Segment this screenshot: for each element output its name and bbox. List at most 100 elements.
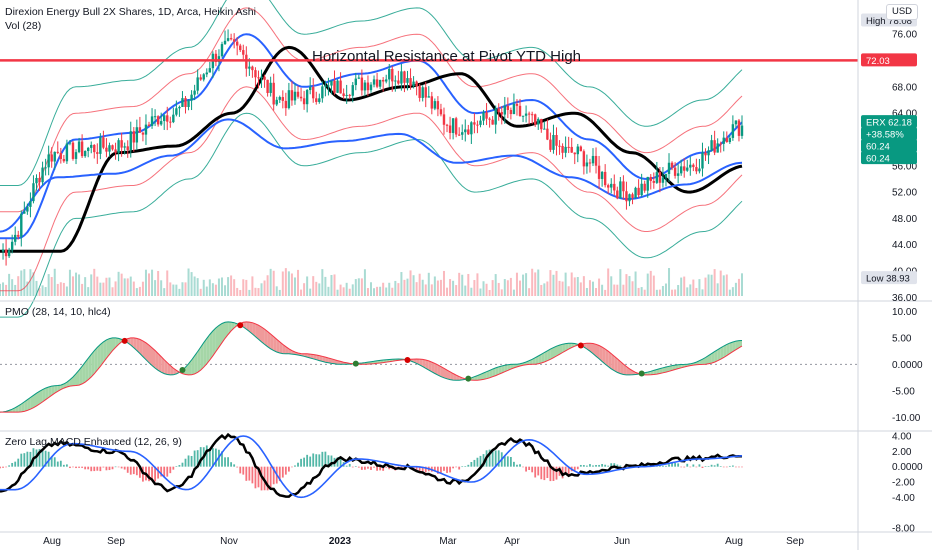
macd-tick-label: 4.00 [892, 432, 912, 443]
volume-bar [78, 274, 81, 296]
macd-histogram-bar [573, 466, 576, 471]
candle-body [47, 154, 50, 168]
pmo-fill [249, 322, 253, 334]
candle-body [318, 98, 321, 102]
volume-bar [373, 288, 376, 296]
macd-histogram-bar [266, 466, 269, 491]
macd-histogram-bar [540, 466, 543, 480]
pmo-fill [66, 379, 70, 387]
resistance-price-tag-bg [861, 53, 917, 67]
time-axis-label: 2023 [329, 536, 352, 547]
candle-body [14, 234, 17, 242]
volume-bar [132, 281, 135, 296]
candle-body [509, 109, 513, 115]
macd-histogram-bar [44, 450, 47, 467]
macd-histogram-bar [461, 466, 464, 468]
candle-body [646, 176, 649, 191]
volume-bar [537, 269, 540, 296]
pmo-fill [729, 342, 733, 354]
pmo-fill [225, 321, 229, 339]
candle-body [159, 121, 163, 125]
candle-body [686, 167, 689, 171]
candle-body [44, 167, 47, 169]
macd-histogram-bar [199, 447, 202, 467]
pmo-pane[interactable] [0, 321, 858, 413]
candle-body [658, 172, 662, 183]
resistance-price-tag: 72.03 [866, 56, 890, 67]
candle-body [445, 124, 449, 126]
macd-histogram-bar [370, 466, 372, 470]
candle-body [610, 183, 613, 188]
pmo-fill [723, 344, 727, 358]
macd-histogram-bar [193, 450, 196, 467]
pmo-fill [705, 355, 709, 365]
pmo-tick-label: 5.00 [892, 333, 912, 344]
pmo-fill [656, 368, 660, 375]
volume-bar [175, 284, 178, 296]
pmo-fill [267, 331, 271, 349]
currency-button[interactable]: USD [886, 4, 918, 20]
macd-histogram-bar [351, 466, 354, 468]
pmo-fill [197, 347, 201, 373]
pmo-fill [498, 366, 502, 375]
candle-body [430, 96, 434, 109]
price-pane[interactable] [0, 0, 858, 318]
time-axis-label: Aug [725, 536, 743, 547]
volume-bar [297, 269, 300, 296]
volume-bar [47, 274, 50, 296]
pmo-fill [611, 353, 615, 371]
candle-body [625, 191, 628, 202]
volume-bar [324, 276, 327, 296]
volume-bar [658, 289, 661, 296]
time-axis-label: Nov [220, 536, 238, 547]
macd-histogram-bar [619, 465, 622, 467]
candle-body [655, 172, 659, 183]
candle-body [287, 90, 291, 109]
pmo-fill [82, 362, 86, 384]
candle-body [561, 145, 564, 153]
volume-bar [570, 272, 573, 296]
macd-histogram-bar [437, 466, 439, 474]
candle-body [567, 146, 570, 148]
volume-bar [318, 283, 321, 296]
macd-histogram-bar [224, 457, 226, 467]
macd-histogram-bar [309, 456, 312, 467]
candle-body [372, 79, 376, 85]
macd-histogram-bar [506, 456, 509, 467]
macd-histogram-bar [126, 466, 129, 473]
macd-signal-line [0, 435, 743, 499]
candle-body [506, 105, 510, 110]
candle-body [628, 194, 631, 202]
pmo-fill [440, 366, 444, 378]
candle-body [235, 41, 239, 46]
macd-histogram-bar [604, 464, 607, 467]
pmo-fill [434, 363, 438, 376]
pmo-fill [726, 343, 730, 356]
macd-histogram-bar [470, 462, 473, 467]
pmo-fill [666, 366, 669, 373]
volume-bar [263, 280, 266, 296]
candle-body [695, 167, 698, 172]
pmo-fill [544, 350, 548, 362]
candle-body [35, 177, 38, 184]
macd-pane[interactable] [0, 432, 743, 499]
candle-body [649, 176, 652, 181]
candle-body [4, 249, 8, 257]
volume-bar [671, 289, 674, 296]
candle-body [202, 74, 205, 80]
macd-histogram-bar [166, 466, 169, 477]
price-tick-label: 64.00 [892, 109, 917, 120]
chart-title: Direxion Energy Bull 2X Shares, 1D, Arca… [5, 6, 256, 18]
macd-histogram-bar [17, 458, 20, 467]
pmo-fill [191, 355, 195, 375]
volume-bar [111, 287, 114, 296]
volume-bar [588, 280, 591, 296]
volume-bar [166, 270, 169, 296]
pmo-fill [450, 371, 454, 381]
pmo-fill [276, 339, 280, 353]
candle-body [594, 155, 598, 166]
volume-bar [695, 287, 698, 296]
macd-histogram-bar [446, 466, 448, 473]
macd-histogram-bar [412, 466, 415, 470]
